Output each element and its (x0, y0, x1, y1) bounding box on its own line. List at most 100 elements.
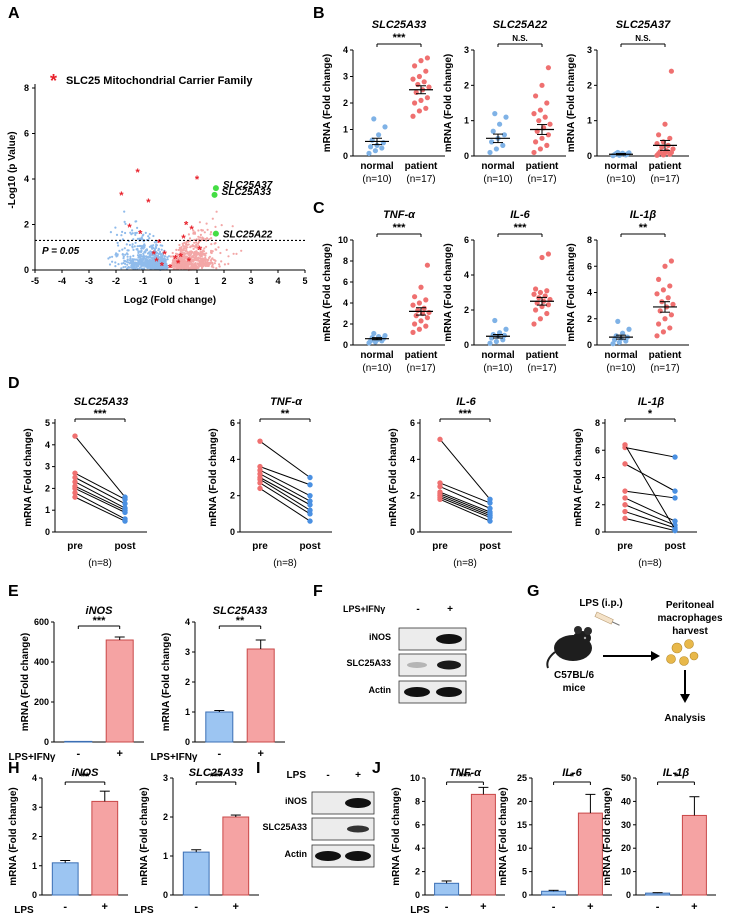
normal-point (493, 146, 499, 152)
patient-point (413, 313, 419, 319)
patient-point (656, 276, 662, 282)
sig-label: *** (393, 222, 407, 234)
volcano-point-up (206, 264, 209, 267)
patient-point (423, 68, 429, 74)
dot-plot-y-tick-label: 1 (587, 116, 592, 126)
volcano-point-down (144, 251, 147, 254)
volcano-point-up (175, 264, 178, 267)
volcano-point-up (184, 260, 187, 263)
paired-line (624, 511, 676, 529)
volcano-point-up (179, 260, 182, 263)
n-normal: (n=10) (362, 174, 391, 185)
volcano-point-up (225, 248, 228, 251)
volcano-ylabel: -Log10 (p Value) (7, 131, 18, 208)
volcano-point-up (197, 244, 200, 247)
volcano-point-up (206, 228, 209, 231)
volcano-point-down (163, 249, 166, 252)
sig-label: ** (281, 408, 290, 420)
wi-band-actin-plus (345, 851, 371, 861)
dot-plot-ylabel: mRNA (Fold change) (443, 243, 454, 342)
dot-plot-y-tick-label: 4 (343, 45, 348, 55)
volcano-point-down (127, 265, 130, 269)
patient-point (418, 318, 424, 324)
volcano-point-up (223, 263, 226, 266)
x-label-patient: patient (649, 161, 682, 172)
paired-line (259, 478, 311, 511)
bar-y-tick-label: 0 (163, 890, 168, 900)
volcano-point-down (134, 241, 137, 244)
pre-point (257, 438, 263, 444)
volcano-point-down (116, 241, 119, 244)
volcano-point-up (215, 267, 218, 270)
pre-point (437, 480, 443, 486)
paired-title: IL-6 (456, 396, 476, 408)
patient-point (533, 139, 539, 145)
volcano-point-up (210, 231, 213, 234)
x-label-minus: - (217, 748, 221, 760)
dot-plot-ylabel: mRNA (Fold change) (322, 243, 333, 342)
volcano-point-down (145, 248, 148, 251)
volcano-point-down (156, 267, 159, 270)
bar-minus (64, 740, 93, 743)
x-label-minus: - (656, 901, 660, 913)
volcano-point-up (210, 243, 213, 246)
x-label-post: post (664, 541, 686, 552)
patient-point (660, 329, 667, 335)
bar-y-tick-label: 10 (621, 867, 631, 877)
wf-lane-inos (398, 627, 467, 651)
volcano-point-up (205, 263, 208, 266)
dot-plot-y-tick-label: 6 (587, 261, 592, 271)
volcano-point-down (137, 251, 140, 254)
volcano-point-up (203, 231, 206, 234)
volcano-point-down (161, 244, 164, 247)
paired-ylabel: mRNA (Fold change) (573, 428, 584, 527)
patient-point (416, 326, 422, 332)
volcano-point-down (135, 220, 138, 223)
volcano-point-up (190, 258, 193, 261)
sig-label: N.S. (512, 34, 528, 43)
slc25-marker: * (184, 220, 189, 232)
bar-ylabel: mRNA (Fold change) (498, 787, 509, 886)
paired-title: IL-1β (638, 396, 665, 408)
dot-plot-y-tick-label: 10 (338, 235, 348, 245)
bar-y-tick-label: 2 (32, 832, 37, 842)
normal-point (382, 124, 388, 130)
patient-point (656, 132, 662, 138)
volcano-point-up (178, 246, 181, 249)
bar-y-tick-label: 0 (522, 890, 527, 900)
volcano-x-tick-label: 0 (167, 276, 172, 286)
volcano-point-up (184, 249, 187, 253)
patient-point (539, 82, 545, 88)
sig-label: *** (459, 771, 473, 783)
volcano-point-up (205, 245, 208, 248)
volcano-point-up (175, 254, 178, 258)
g-lps-ip: LPS (i.p.) (579, 598, 622, 609)
volcano-point-up (197, 242, 200, 245)
volcano-point-up (187, 233, 190, 236)
slc25-marker: * (160, 260, 165, 272)
sig-label: N.S. (635, 34, 651, 43)
dot-plot-ylabel: mRNA (Fold change) (322, 54, 333, 153)
patient-point (423, 105, 429, 111)
patient-point (424, 315, 430, 321)
volcano-point-down (124, 231, 127, 235)
volcano-point-down (122, 261, 125, 265)
volcano-point-down (155, 262, 158, 265)
bar-plus (246, 648, 275, 743)
volcano-point-down (139, 238, 142, 241)
volcano-point-down (160, 255, 163, 258)
volcano-axes: -5 -4 -3 -2 -1 0 1 2 3 4 5 0 2 4 6 8 (24, 83, 308, 286)
g-mouse-1: C57BL/6 (554, 670, 594, 681)
volcano-point-up (189, 245, 193, 248)
volcano-point-up (203, 258, 206, 261)
mouse-icon (546, 626, 592, 669)
post-point (307, 507, 313, 513)
sig-label: *** (514, 222, 528, 234)
bar-y-tick-label: 1 (32, 861, 37, 871)
volcano-point-up (186, 252, 189, 255)
patient-point (657, 308, 663, 314)
volcano-point-up (193, 238, 196, 241)
volcano-point-down (146, 252, 150, 255)
macrophage-cluster-icon (666, 639, 699, 666)
h-lps-label-1: LPS (14, 905, 34, 916)
